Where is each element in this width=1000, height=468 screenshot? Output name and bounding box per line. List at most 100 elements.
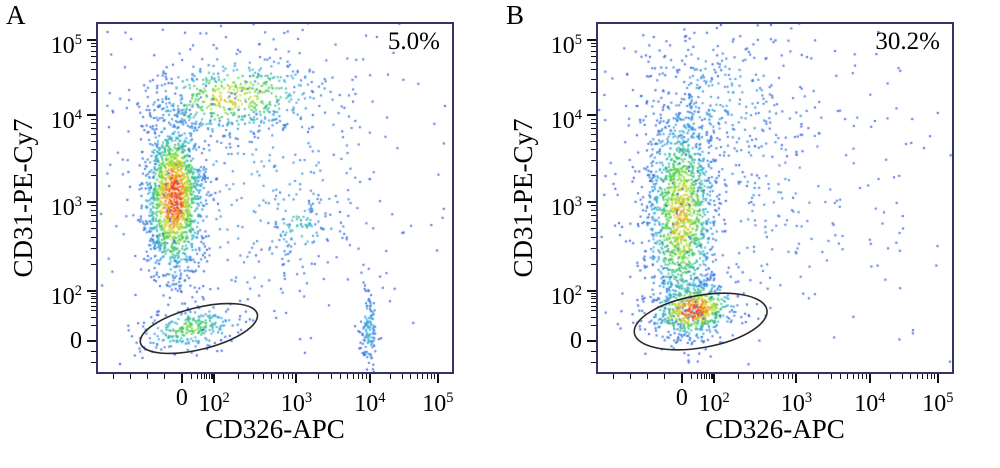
percent-annotation: 30.2%	[875, 28, 940, 55]
tick-mark	[238, 374, 240, 379]
tick-mark	[712, 374, 714, 379]
tick-mark	[866, 374, 867, 379]
tick-mark	[777, 374, 779, 379]
tick-mark	[708, 374, 710, 379]
tick-mark	[422, 374, 424, 379]
tick-mark	[389, 374, 391, 379]
tick-mark	[691, 374, 693, 379]
tick-mark	[612, 374, 614, 379]
x-tick-label: 104	[354, 390, 386, 417]
tick-mark	[147, 374, 149, 379]
tick-mark	[318, 374, 320, 379]
tick-mark	[587, 339, 596, 342]
tick-mark	[340, 374, 342, 379]
tick-mark	[196, 374, 198, 379]
tick-mark	[771, 374, 773, 379]
tick-mark	[330, 374, 332, 379]
tick-mark	[210, 374, 212, 379]
tick-mark	[840, 374, 842, 379]
tick-mark	[129, 374, 131, 379]
x-tick-label: 104	[854, 390, 886, 417]
panel-a: A CD31-PE-Cy7 5.0% 105 104 103 102 0 0 102 103 1…	[6, 0, 454, 444]
tick-mark	[680, 374, 683, 383]
tick-mark	[858, 374, 859, 379]
tick-mark	[703, 374, 705, 379]
tick-mark	[277, 374, 279, 379]
tick-mark	[283, 374, 285, 379]
x-tick-label: 103	[280, 390, 313, 417]
scatter-points	[98, 24, 452, 372]
tick-mark	[818, 374, 820, 379]
tick-mark	[763, 374, 765, 379]
tick-mark	[713, 374, 716, 383]
tick-mark	[208, 374, 210, 379]
tick-mark	[358, 374, 359, 379]
gate-ellipse	[633, 292, 768, 351]
tick-mark	[752, 374, 754, 379]
tick-mark	[847, 374, 849, 379]
tick-mark	[696, 374, 698, 379]
tick-mark	[164, 374, 166, 379]
tick-mark	[410, 374, 412, 379]
tick-mark	[862, 374, 864, 379]
tick-mark	[788, 374, 789, 379]
x-axis-title: CD326-APC	[705, 414, 845, 444]
tick-mark	[889, 374, 891, 379]
tick-mark	[436, 374, 439, 383]
tick-mark	[934, 374, 936, 379]
y-axis-title: CD31-PE-Cy7	[8, 118, 38, 278]
gate-ellipse	[139, 302, 259, 355]
tick-mark	[710, 374, 712, 379]
tick-mark	[206, 374, 208, 379]
tick-mark	[868, 374, 871, 383]
tick-mark	[416, 374, 418, 379]
gate-ellipse-path	[633, 292, 768, 351]
x-tick-label: 0	[675, 385, 688, 411]
tick-mark	[366, 374, 367, 379]
tick-mark	[203, 374, 205, 379]
plot-frame: 30.2%	[596, 22, 954, 374]
tick-mark	[430, 374, 432, 379]
tick-mark	[664, 374, 666, 379]
tick-mark	[295, 374, 298, 383]
tick-mark	[738, 374, 740, 379]
tick-mark	[647, 374, 649, 379]
tick-mark	[263, 374, 265, 379]
tick-mark	[922, 374, 924, 379]
percent-annotation: 5.0%	[387, 28, 440, 55]
tick-mark	[87, 114, 96, 117]
tick-mark	[783, 374, 785, 379]
tick-mark	[87, 200, 96, 203]
tick-mark	[362, 374, 364, 379]
tick-mark	[587, 290, 596, 293]
tick-mark	[288, 374, 289, 379]
x-tick-label: 102	[698, 390, 730, 417]
tick-mark	[926, 374, 928, 379]
tick-mark	[853, 374, 855, 379]
tick-mark	[700, 374, 702, 379]
tick-mark	[87, 339, 96, 342]
panel-letter-b: B	[506, 0, 525, 30]
tick-mark	[930, 374, 932, 379]
gate-ellipse-path	[139, 302, 259, 355]
tick-mark	[795, 374, 798, 383]
tick-mark	[792, 374, 794, 379]
tick-mark	[180, 374, 183, 383]
tick-mark	[271, 374, 273, 379]
tick-mark	[910, 374, 912, 379]
tick-mark	[292, 374, 294, 379]
scatter-points	[598, 24, 952, 372]
tick-mark	[212, 374, 214, 379]
tick-mark	[587, 38, 596, 41]
tick-mark	[434, 374, 436, 379]
tick-mark	[252, 374, 254, 379]
tick-mark	[213, 374, 216, 383]
panel-letter-a: A	[6, 0, 26, 30]
x-tick-label: 102	[198, 390, 230, 417]
panel-b: B CD31-PE-Cy7 30.2% 105 104 103 102 0 0 102 103…	[500, 0, 1000, 468]
tick-mark	[936, 374, 939, 383]
y-axis-title: CD31-PE-Cy7	[508, 118, 538, 278]
tick-mark	[200, 374, 202, 379]
tick-mark	[87, 290, 96, 293]
